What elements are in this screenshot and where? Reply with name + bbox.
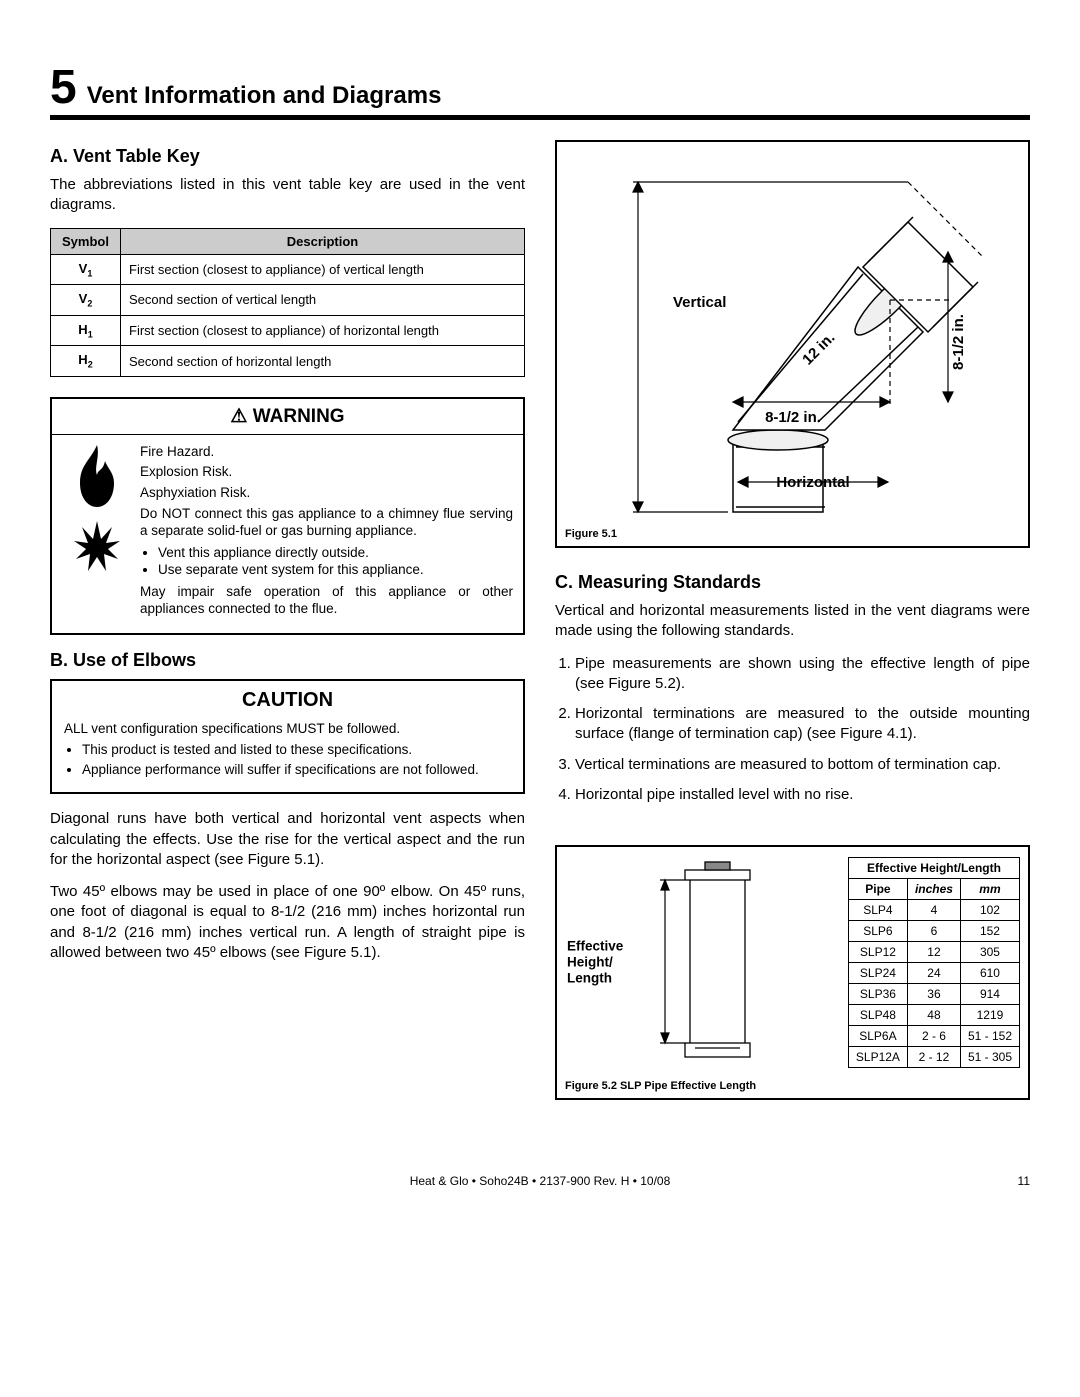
fire-icon bbox=[72, 443, 122, 511]
subhead-a: A. Vent Table Key bbox=[50, 146, 525, 167]
th-desc: Description bbox=[121, 228, 525, 254]
p-b1: Diagonal runs have both vertical and hor… bbox=[50, 809, 525, 870]
warning-triangle-icon: ⚠ bbox=[230, 406, 247, 427]
caution-body: ALL vent configuration specifications MU… bbox=[52, 716, 523, 793]
left-column: A. Vent Table Key The abbreviations list… bbox=[50, 140, 525, 1124]
list-item: Horizontal terminations are measured to … bbox=[575, 704, 1030, 745]
subhead-c: C. Measuring Standards bbox=[555, 572, 1030, 593]
table-row: H2Second section of horizontal length bbox=[51, 346, 525, 377]
fig52-left-label: EffectiveHeight/Length bbox=[567, 938, 623, 987]
list-item: Horizontal pipe installed level with no … bbox=[575, 785, 1030, 805]
table-row: SLP2424610 bbox=[848, 963, 1019, 984]
fig52-caption: Figure 5.2 SLP Pipe Effective Length bbox=[565, 1080, 1020, 1092]
table-row: SLP3636914 bbox=[848, 984, 1019, 1005]
caution-box: CAUTION ALL vent configuration specifica… bbox=[50, 679, 525, 795]
figure-5-1: Vertical 8-1/2 in. 8-1/2 in. 12 in. Hori… bbox=[555, 140, 1030, 548]
table-row: SLP44102 bbox=[848, 900, 1019, 921]
horizontal-label: Horizontal bbox=[776, 474, 849, 491]
table-row: V1First section (closest to appliance) o… bbox=[51, 254, 525, 285]
list-item: Vertical terminations are measured to bo… bbox=[575, 755, 1030, 775]
intro-c: Vertical and horizontal measurements lis… bbox=[555, 601, 1030, 642]
v-dim-label: 8-1/2 in. bbox=[950, 314, 967, 370]
h-dim-label: 8-1/2 in. bbox=[765, 409, 821, 426]
list-item: Pipe measurements are shown using the ef… bbox=[575, 654, 1030, 695]
p-b2: Two 45º elbows may be used in place of o… bbox=[50, 882, 525, 963]
section-number: 5 bbox=[50, 60, 87, 115]
vertical-label: Vertical bbox=[673, 294, 726, 311]
two-column-layout: A. Vent Table Key The abbreviations list… bbox=[50, 140, 1030, 1124]
subhead-b: B. Use of Elbows bbox=[50, 650, 525, 671]
warning-text: Fire Hazard. Explosion Risk. Asphyxiatio… bbox=[132, 443, 513, 621]
figure-5-2: EffectiveHeight/Length bbox=[555, 845, 1030, 1100]
explosion-icon bbox=[72, 519, 122, 577]
table-row: SLP1212305 bbox=[848, 942, 1019, 963]
section-title: Vent Information and Diagrams bbox=[87, 82, 442, 110]
warning-box: ⚠ WARNING Fire Hazard. Explosion Risk. A… bbox=[50, 397, 525, 635]
table-row: H1First section (closest to appliance) o… bbox=[51, 315, 525, 346]
fig52-pipe-illustration: EffectiveHeight/Length bbox=[565, 858, 836, 1068]
table-row: SLP12A2 - 1251 - 305 bbox=[848, 1047, 1019, 1068]
table-row: SLP48481219 bbox=[848, 1005, 1019, 1026]
th-symbol: Symbol bbox=[51, 228, 121, 254]
eff-top-header: Effective Height/Length bbox=[848, 858, 1019, 879]
standards-list: Pipe measurements are shown using the ef… bbox=[555, 654, 1030, 806]
section-header: 5 Vent Information and Diagrams bbox=[50, 60, 1030, 120]
footer-text: Heat & Glo • Soho24B • 2137-900 Rev. H •… bbox=[410, 1174, 671, 1188]
intro-a: The abbreviations listed in this vent ta… bbox=[50, 175, 525, 216]
right-column: Vertical 8-1/2 in. 8-1/2 in. 12 in. Hori… bbox=[555, 140, 1030, 1124]
table-row: SLP66152 bbox=[848, 921, 1019, 942]
effective-length-table: Effective Height/Length Pipe inches mm S… bbox=[848, 857, 1020, 1068]
warning-header: ⚠ WARNING bbox=[52, 399, 523, 435]
page-number: 11 bbox=[1018, 1174, 1030, 1188]
caution-header: CAUTION bbox=[52, 681, 523, 716]
page-footer: Heat & Glo • Soho24B • 2137-900 Rev. H •… bbox=[50, 1174, 1030, 1188]
fig51-caption: Figure 5.1 bbox=[565, 528, 1020, 540]
vent-key-table: Symbol Description V1First section (clos… bbox=[50, 228, 525, 377]
table-row: SLP6A2 - 651 - 152 bbox=[848, 1026, 1019, 1047]
table-row: V2Second section of vertical length bbox=[51, 285, 525, 316]
warning-icons bbox=[62, 443, 132, 621]
elbow-diagram: Vertical 8-1/2 in. 8-1/2 in. 12 in. Hori… bbox=[578, 152, 1008, 522]
